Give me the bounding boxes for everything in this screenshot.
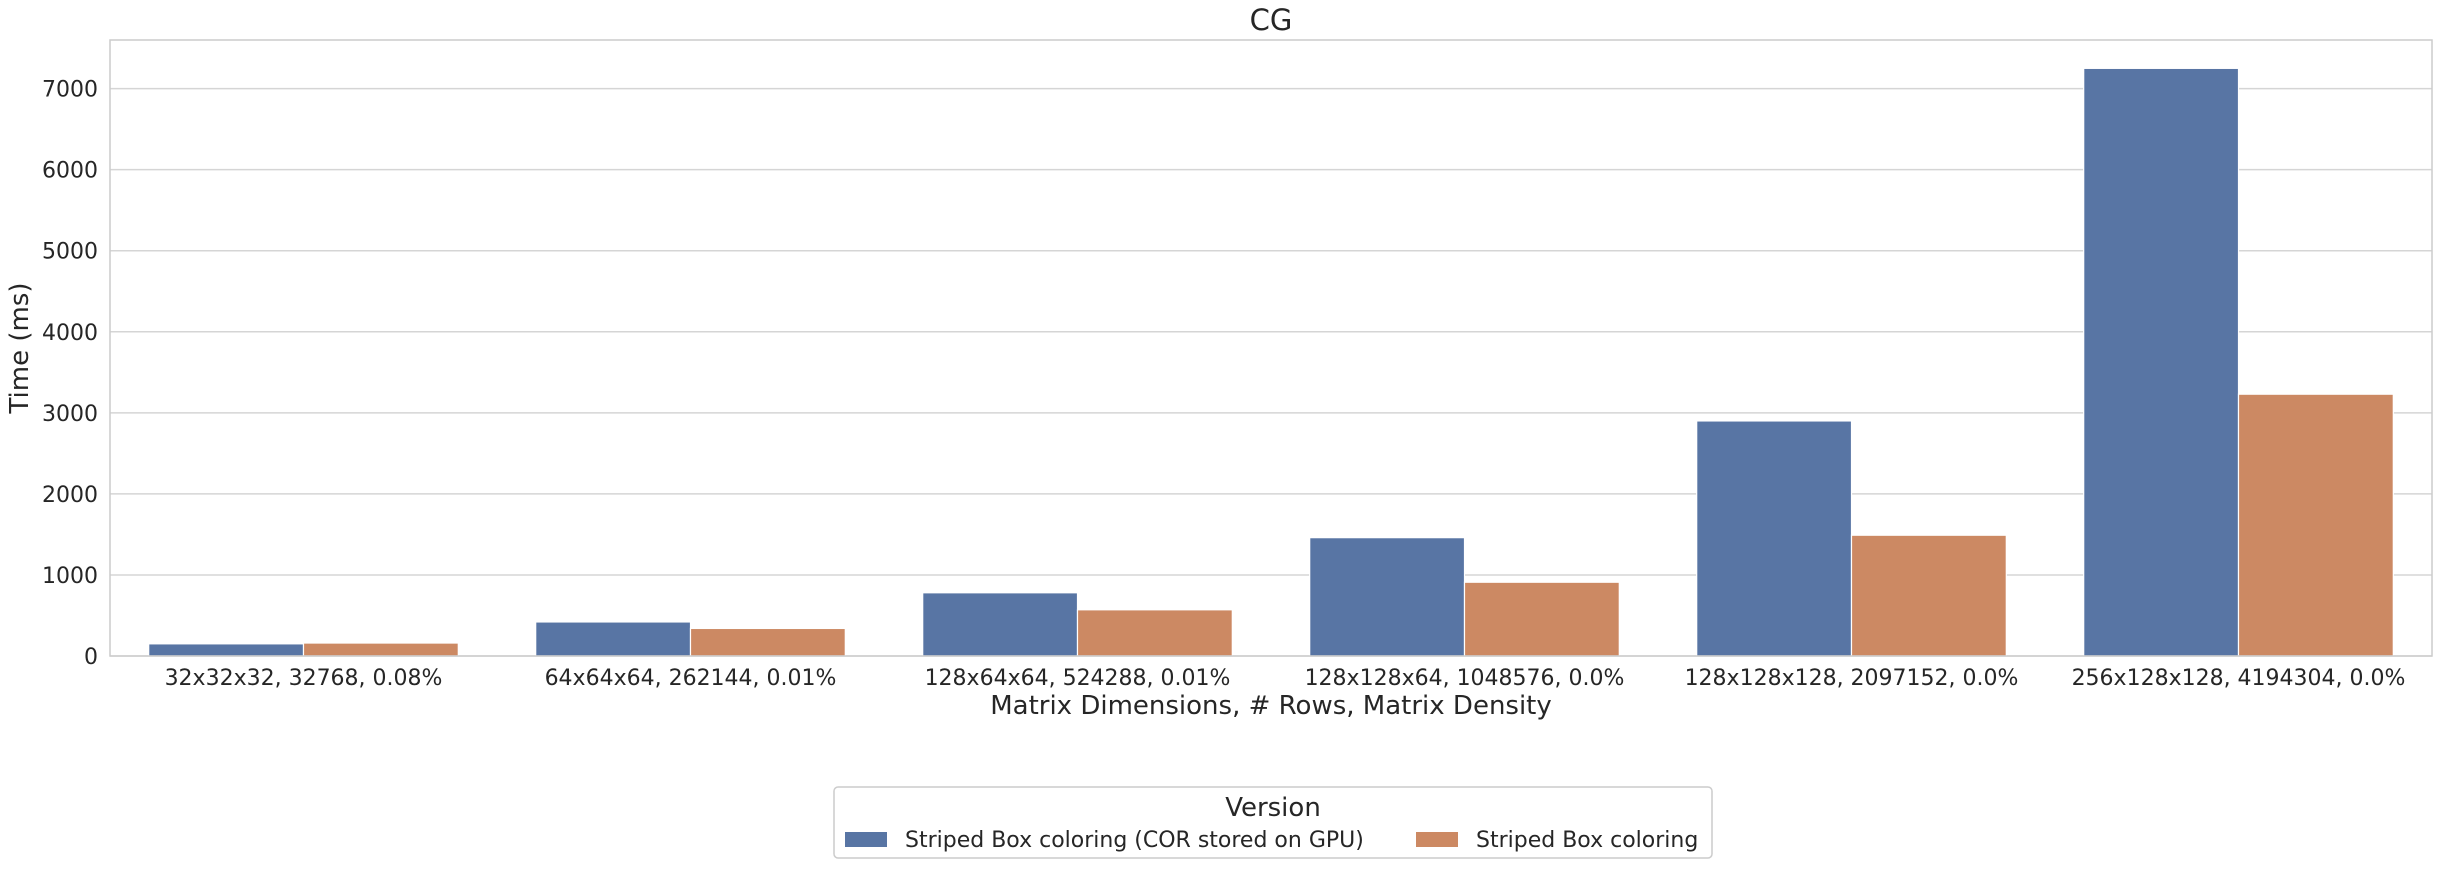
x-tick-label: 64x64x64, 262144, 0.01% — [545, 666, 837, 691]
legend-swatch-cpu — [1416, 832, 1458, 847]
y-tick-label: 0 — [84, 645, 98, 670]
y-tick-label: 4000 — [42, 321, 98, 346]
x-tick-label: 256x128x128, 4194304, 0.0% — [2072, 666, 2406, 691]
bar-cpu-5 — [2237, 393, 2394, 657]
x-tick-label: 128x64x64, 524288, 0.01% — [925, 666, 1231, 691]
bar-gpu-0 — [148, 643, 305, 657]
bar-gpu-5 — [2083, 67, 2240, 657]
x-tick-label: 128x128x64, 1048576, 0.0% — [1305, 666, 1625, 691]
y-tick-labels: 0 1000 2000 3000 4000 5000 6000 7000 — [42, 78, 98, 670]
bar-gpu-2 — [922, 592, 1079, 657]
y-tick-label: 1000 — [42, 564, 98, 589]
bar-cpu-0 — [302, 642, 459, 657]
gridlines — [110, 87, 2432, 657]
legend-title: Version — [1225, 793, 1321, 823]
y-tick-label: 2000 — [42, 483, 98, 508]
x-tick-label: 32x32x32, 32768, 0.08% — [165, 666, 443, 691]
y-tick-label: 7000 — [42, 78, 98, 103]
plot-frame — [109, 39, 2433, 657]
y-tick-label: 3000 — [42, 402, 98, 427]
y-tick-label: 6000 — [42, 159, 98, 184]
legend-label-gpu: Striped Box coloring (COR stored on GPU) — [905, 828, 1364, 853]
legend-label-cpu: Striped Box coloring — [1476, 828, 1698, 853]
legend: Version Striped Box coloring (COR stored… — [833, 786, 1713, 859]
legend-swatch-gpu — [845, 832, 887, 847]
chart-title: CG — [1250, 3, 1293, 37]
y-tick-label: 5000 — [42, 240, 98, 265]
x-tick-labels: 32x32x32, 32768, 0.08% 64x64x64, 262144, … — [165, 666, 2406, 691]
bar-gpu-1 — [535, 621, 692, 657]
bars — [148, 67, 2394, 657]
bar-cpu-3 — [1463, 581, 1620, 657]
bar-cpu-1 — [689, 627, 846, 657]
bar-gpu-4 — [1696, 420, 1853, 657]
y-axis-title: Time (ms) — [5, 282, 35, 414]
bar-cpu-2 — [1076, 609, 1233, 657]
x-axis-title: Matrix Dimensions, # Rows, Matrix Densit… — [990, 691, 1552, 721]
x-tick-label: 128x128x128, 2097152, 0.0% — [1685, 666, 2019, 691]
legend-box — [833, 786, 1713, 859]
bar-cpu-4 — [1850, 534, 2007, 657]
bar-gpu-3 — [1309, 537, 1466, 657]
